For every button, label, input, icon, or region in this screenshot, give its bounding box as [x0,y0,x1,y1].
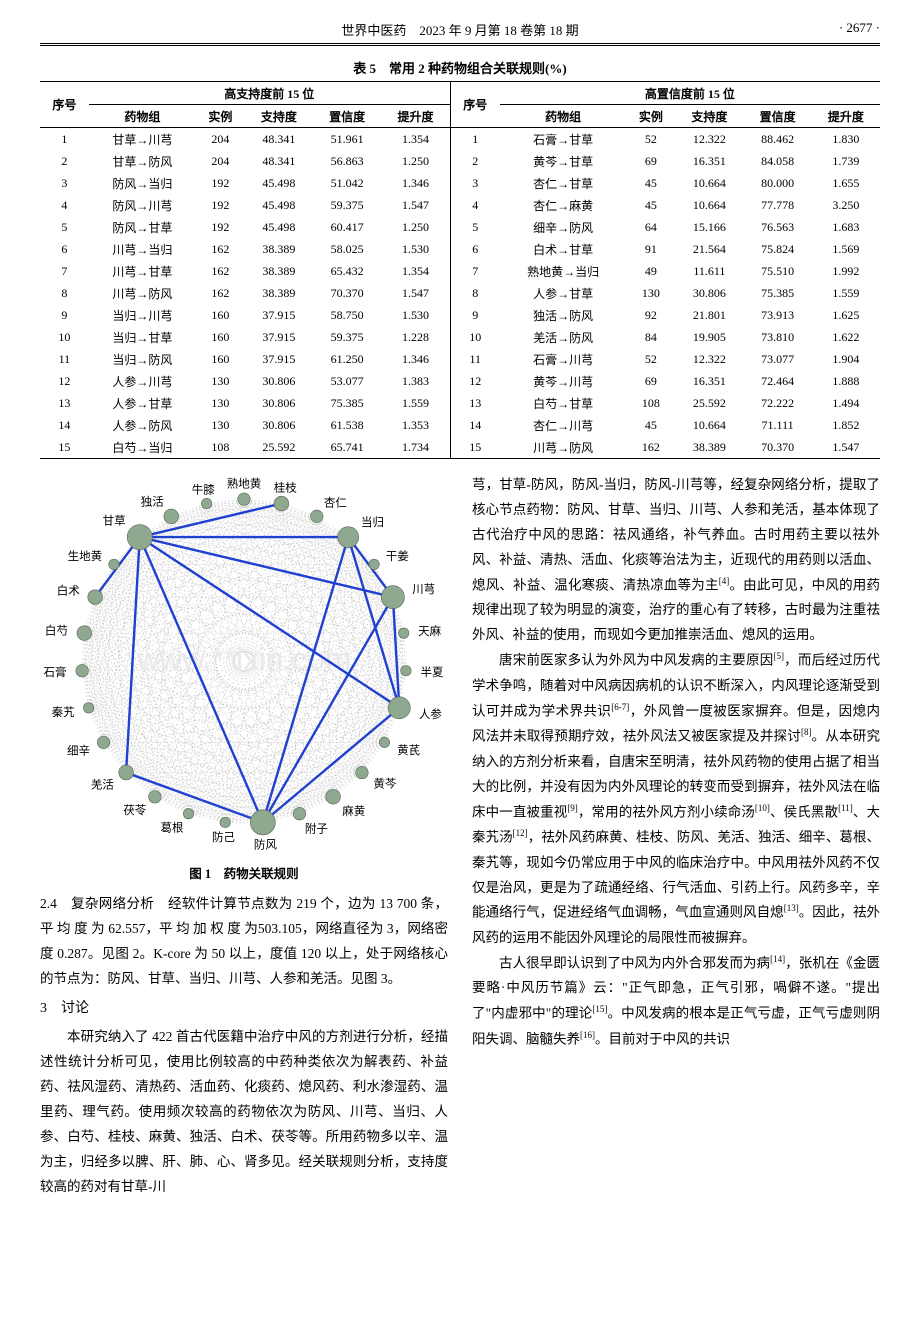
table5-caption: 表 5 常用 2 种药物组合关联规则(%) [40,58,880,77]
th-supp-l: 支持度 [245,105,313,128]
table-row: 4防风→川芎19245.49859.3751.5474杏仁→麻黄4510.664… [40,194,880,216]
svg-text:防己: 防己 [212,830,235,844]
para-r3: 古人很早即认识到了中风为内外合邪发而为病[14]，张机在《金匮要略·中风历节篇》… [472,951,880,1052]
th-lift-l: 提升度 [381,105,450,128]
page-header: 世界中医药 2023 年 9 月第 18 卷第 18 期 · 2677 · [40,20,880,46]
table-row: 8川芎→防风16238.38970.3701.5478人参→甘草13030.80… [40,282,880,304]
svg-text:牛膝: 牛膝 [192,482,215,496]
table-row: 9当归→川芎16037.91558.7501.5309独活→防风9221.801… [40,304,880,326]
svg-text:天麻: 天麻 [418,624,441,638]
table-row: 3防风→当归19245.49851.0421.3463杏仁→甘草4510.664… [40,172,880,194]
table-row: 2甘草→防风20448.34156.8631.2502黄芩→甘草6916.351… [40,150,880,172]
page-number: · 2677 · [800,20,880,39]
svg-text:人参: 人参 [419,707,442,721]
svg-text:www.**ixin.com: www.**ixin.com [136,642,351,677]
svg-text:甘草: 甘草 [103,514,126,527]
two-column-body: www.**ixin.com 熟地黄桂枝杏仁当归干姜川芎天麻半夏人参黄芪黄芩麻黄附… [40,473,880,1200]
svg-text:川芎: 川芎 [412,582,435,596]
para-2-4: 2.4 复杂网络分析 经软件计算节点数为 219 个，边为 13 700 条，平… [40,892,448,992]
svg-text:当归: 当归 [361,515,384,529]
svg-text:熟地黄: 熟地黄 [227,477,262,491]
table-row: 12人参→川芎13030.80653.0771.38312黄芩→川芎6916.3… [40,370,880,392]
svg-text:葛根: 葛根 [161,821,184,835]
th-inst-l: 实例 [196,105,245,128]
th-pair-r: 药物组 [500,105,627,128]
left-column: www.**ixin.com 熟地黄桂枝杏仁当归干姜川芎天麻半夏人参黄芪黄芩麻黄附… [40,473,448,1200]
table-row: 6川芎→当归16238.38958.0251.5306白术→甘草9121.564… [40,238,880,260]
svg-text:半夏: 半夏 [420,665,443,679]
svg-text:羌活: 羌活 [91,777,114,791]
header-spacer [40,20,120,39]
svg-text:白芍: 白芍 [45,623,68,637]
table-row: 7川芎→甘草16238.38965.4321.3547熟地黄→当归4911.61… [40,260,880,282]
para-discussion: 本研究纳入了 422 首古代医籍中治疗中风的方剂进行分析，经描述性统计分析可见，… [40,1025,448,1200]
svg-text:桂枝: 桂枝 [274,480,297,494]
svg-text:麻黄: 麻黄 [342,804,365,818]
svg-text:石膏: 石膏 [43,665,66,679]
th-lift-r: 提升度 [812,105,880,128]
svg-text:白术: 白术 [57,584,80,598]
table5: 序号 高支持度前 15 位 序号 高置信度前 15 位 药物组 实例 支持度 置… [40,81,880,459]
svg-text:茯苓: 茯苓 [123,803,146,817]
table-row: 13人参→甘草13030.80675.3851.55913白芍→甘草10825.… [40,392,880,414]
table-row: 11当归→防风16037.91561.2501.34611石膏→川芎5212.3… [40,348,880,370]
th-seq-right: 序号 [450,82,500,128]
th-inst-r: 实例 [627,105,676,128]
svg-text:黄芩: 黄芩 [373,777,396,791]
svg-text:黄芪: 黄芪 [397,743,420,757]
svg-text:细辛: 细辛 [67,743,90,757]
sec-2-4-label: 2.4 复杂网络分析 [40,896,154,911]
svg-text:生地黄: 生地黄 [68,549,103,563]
right-column: 芎，甘草-防风，防风-当归，防风-川芎等，经复杂网络分析，提取了核心节点药物：防… [472,473,880,1200]
th-seq-left: 序号 [40,82,89,128]
svg-text:秦艽: 秦艽 [52,705,75,719]
figure1-caption: 图 1 药物关联规则 [40,863,448,886]
th-conf-l: 置信度 [313,105,381,128]
svg-text:杏仁: 杏仁 [324,497,347,510]
table-row: 5防风→甘草19245.49860.4171.2505细辛→防风6415.166… [40,216,880,238]
th-pair-l: 药物组 [89,105,196,128]
table-row: 14人参→防风13030.80661.5381.35314杏仁→川芎4510.6… [40,414,880,436]
th-conf-r: 置信度 [743,105,811,128]
network-svg: www.**ixin.com 熟地黄桂枝杏仁当归干姜川芎天麻半夏人参黄芪黄芩麻黄附… [40,473,448,850]
th-group-right: 高置信度前 15 位 [500,82,880,105]
table-row: 15白芍→当归10825.59265.7411.73415川芎→防风16238.… [40,436,880,459]
table-row: 1甘草→川芎20448.34151.9611.3541石膏→甘草5212.322… [40,128,880,151]
table-row: 10当归→甘草16037.91559.3751.22810羌活→防风8419.9… [40,326,880,348]
th-supp-r: 支持度 [675,105,743,128]
table5-body: 1甘草→川芎20448.34151.9611.3541石膏→甘草5212.322… [40,128,880,459]
svg-text:附子: 附子 [305,822,328,836]
svg-text:防风: 防风 [254,837,277,849]
figure1: www.**ixin.com 熟地黄桂枝杏仁当归干姜川芎天麻半夏人参黄芪黄芩麻黄附… [40,473,448,886]
para-r1: 芎，甘草-防风，防风-当归，防风-川芎等，经复杂网络分析，提取了核心节点药物：防… [472,473,880,648]
para-r2: 唐宋前医家多认为外风为中风发病的主要原因[5]，而后经过历代学术争鸣，随着对中风… [472,648,880,951]
sec-3-head: 3 讨论 [40,996,448,1022]
svg-text:独活: 独活 [141,495,164,509]
journal-title: 世界中医药 2023 年 9 月第 18 卷第 18 期 [120,20,800,39]
th-group-left: 高支持度前 15 位 [89,82,450,105]
svg-text:干姜: 干姜 [386,549,409,563]
